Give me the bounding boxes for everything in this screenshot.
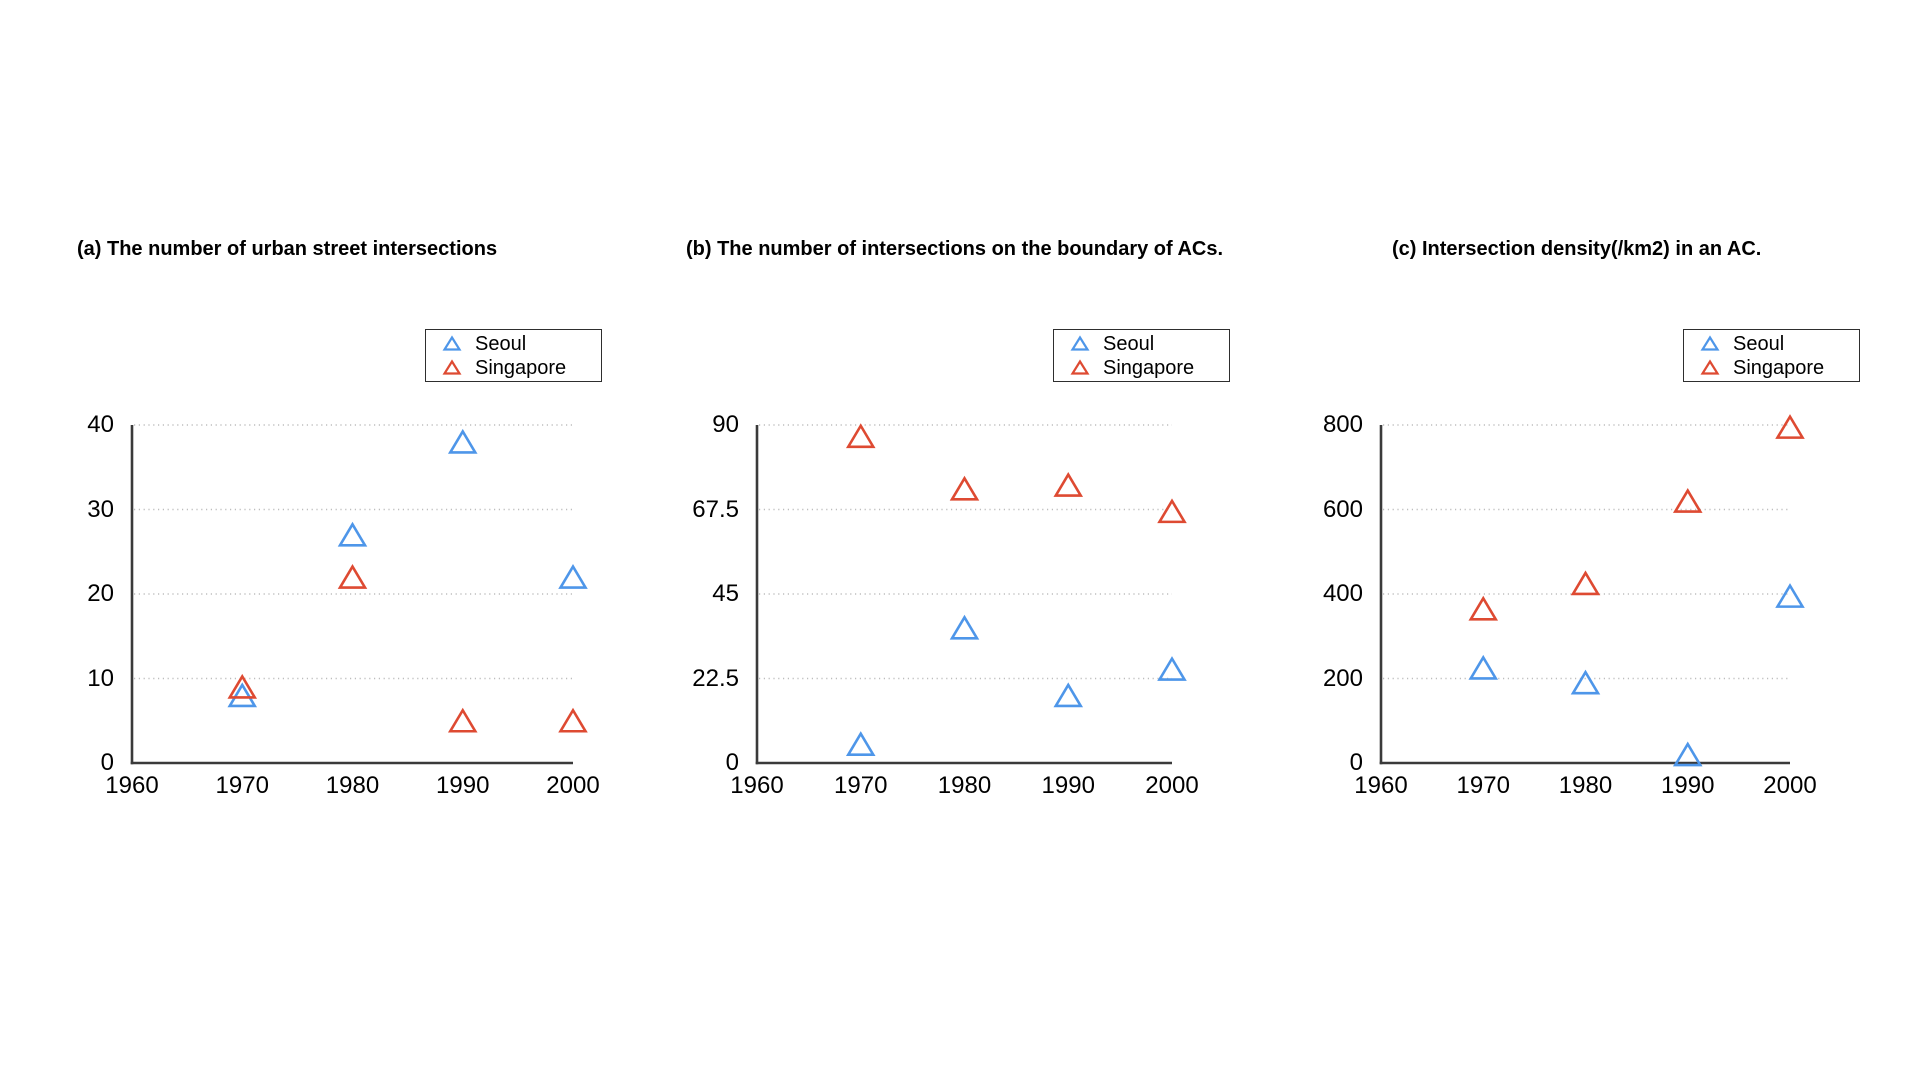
marker-seoul-2000-chart-a — [558, 564, 588, 589]
y-tick-label-c-600: 600 — [1322, 495, 1363, 523]
legend-item-singapore: Singapore — [1700, 356, 1859, 379]
x-tick-label-a-2000: 2000 — [546, 772, 600, 799]
marker-singapore-2000-chart-a — [558, 707, 588, 733]
marker-seoul-1970-chart-a — [227, 682, 258, 708]
chart-b-title: (b) The number of intersections on the b… — [686, 238, 1224, 260]
chart-c-legend: Seoul Singapore — [1683, 329, 1860, 382]
marker-singapore-1980-chart-a — [337, 564, 368, 589]
marker-singapore-2000-chart-c — [1775, 414, 1805, 439]
y-tick-label-a-20: 20 — [87, 580, 114, 607]
x-tick-label-b-1960: 1960 — [730, 772, 784, 799]
marker-singapore-1990-chart-c — [1672, 488, 1703, 513]
chart-a-legend: Seoul Singapore — [425, 329, 602, 382]
legend-label-singapore: Singapore — [1733, 356, 1825, 379]
x-tick-label-b-2000: 2000 — [1145, 772, 1199, 799]
singapore-triangle-icon — [1700, 359, 1720, 375]
marker-seoul-2000-chart-c — [1775, 583, 1805, 608]
marker-singapore-2000-chart-b — [1157, 498, 1187, 524]
marker-seoul-1980-chart-b — [949, 614, 980, 640]
marker-seoul-1990-chart-b — [1053, 682, 1084, 708]
seoul-triangle-icon — [1700, 335, 1720, 351]
y-tick-label-a-40: 40 — [87, 411, 114, 438]
x-tick-label-c-1960: 1960 — [1354, 772, 1408, 799]
y-tick-label-c-200: 200 — [1322, 664, 1363, 692]
chart-c-title: (c) Intersection density(/km2) in an AC. — [1392, 238, 1762, 260]
marker-seoul-1990-chart-c — [1672, 741, 1703, 767]
y-tick-label-c-800: 800 — [1322, 411, 1363, 438]
legend-label-seoul: Seoul — [1103, 332, 1155, 355]
legend-item-singapore: Singapore — [1070, 356, 1229, 379]
y-tick-label-c-0: 0 — [1349, 749, 1363, 776]
marker-singapore-1980-chart-c — [1570, 570, 1601, 596]
y-tick-label-a-10: 10 — [87, 664, 114, 692]
x-tick-label-c-1980: 1980 — [1558, 772, 1613, 799]
x-tick-label-c-2000: 2000 — [1763, 772, 1817, 799]
marker-seoul-1980-chart-c — [1570, 669, 1601, 695]
y-tick-label-b-67.5: 67.5 — [692, 495, 739, 523]
x-tick-label-b-1970: 1970 — [834, 772, 888, 799]
legend-item-singapore: Singapore — [442, 356, 601, 379]
y-tick-label-a-0: 0 — [100, 749, 114, 776]
x-tick-label-a-1970: 1970 — [215, 772, 269, 799]
legend-label-seoul: Seoul — [475, 332, 527, 355]
seoul-triangle-icon — [442, 335, 462, 351]
chart-a-title: (a) The number of urban street intersect… — [77, 238, 498, 260]
y-tick-label-a-30: 30 — [87, 495, 114, 523]
marker-seoul-1990-chart-a — [447, 428, 478, 454]
legend-item-seoul: Seoul — [442, 332, 601, 355]
marker-singapore-1990-chart-b — [1053, 472, 1084, 497]
x-tick-label-c-1970: 1970 — [1456, 772, 1510, 799]
y-tick-label-b-0: 0 — [725, 749, 739, 776]
seoul-triangle-icon — [1070, 335, 1090, 351]
marker-singapore-1970-chart-a — [227, 673, 258, 699]
legend-label-seoul: Seoul — [1733, 332, 1785, 355]
marker-seoul-1970-chart-c — [1468, 654, 1499, 680]
chart-b-legend: Seoul Singapore — [1053, 329, 1230, 382]
marker-seoul-2000-chart-b — [1157, 656, 1187, 681]
y-tick-label-b-90: 90 — [712, 411, 739, 438]
x-tick-label-a-1990: 1990 — [436, 772, 490, 799]
singapore-triangle-icon — [442, 359, 462, 375]
x-tick-label-a-1960: 1960 — [105, 772, 159, 799]
y-tick-label-b-22.5: 22.5 — [692, 664, 739, 692]
marker-seoul-1970-chart-b — [845, 731, 876, 757]
legend-label-singapore: Singapore — [475, 356, 567, 379]
marker-singapore-1980-chart-b — [949, 475, 980, 501]
marker-singapore-1990-chart-a — [447, 707, 478, 733]
y-tick-label-c-400: 400 — [1322, 580, 1363, 607]
singapore-triangle-icon — [1070, 359, 1090, 375]
x-tick-label-c-1990: 1990 — [1661, 772, 1715, 799]
y-tick-label-b-45: 45 — [712, 580, 739, 607]
legend-item-seoul: Seoul — [1070, 332, 1229, 355]
marker-seoul-1980-chart-a — [337, 521, 368, 547]
legend-item-seoul: Seoul — [1700, 332, 1859, 355]
marker-singapore-1970-chart-b — [845, 423, 876, 449]
legend-label-singapore: Singapore — [1103, 356, 1195, 379]
marker-singapore-1970-chart-c — [1468, 595, 1499, 621]
x-tick-label-b-1980: 1980 — [937, 772, 992, 799]
x-tick-label-b-1990: 1990 — [1041, 772, 1095, 799]
x-tick-label-a-1980: 1980 — [325, 772, 380, 799]
